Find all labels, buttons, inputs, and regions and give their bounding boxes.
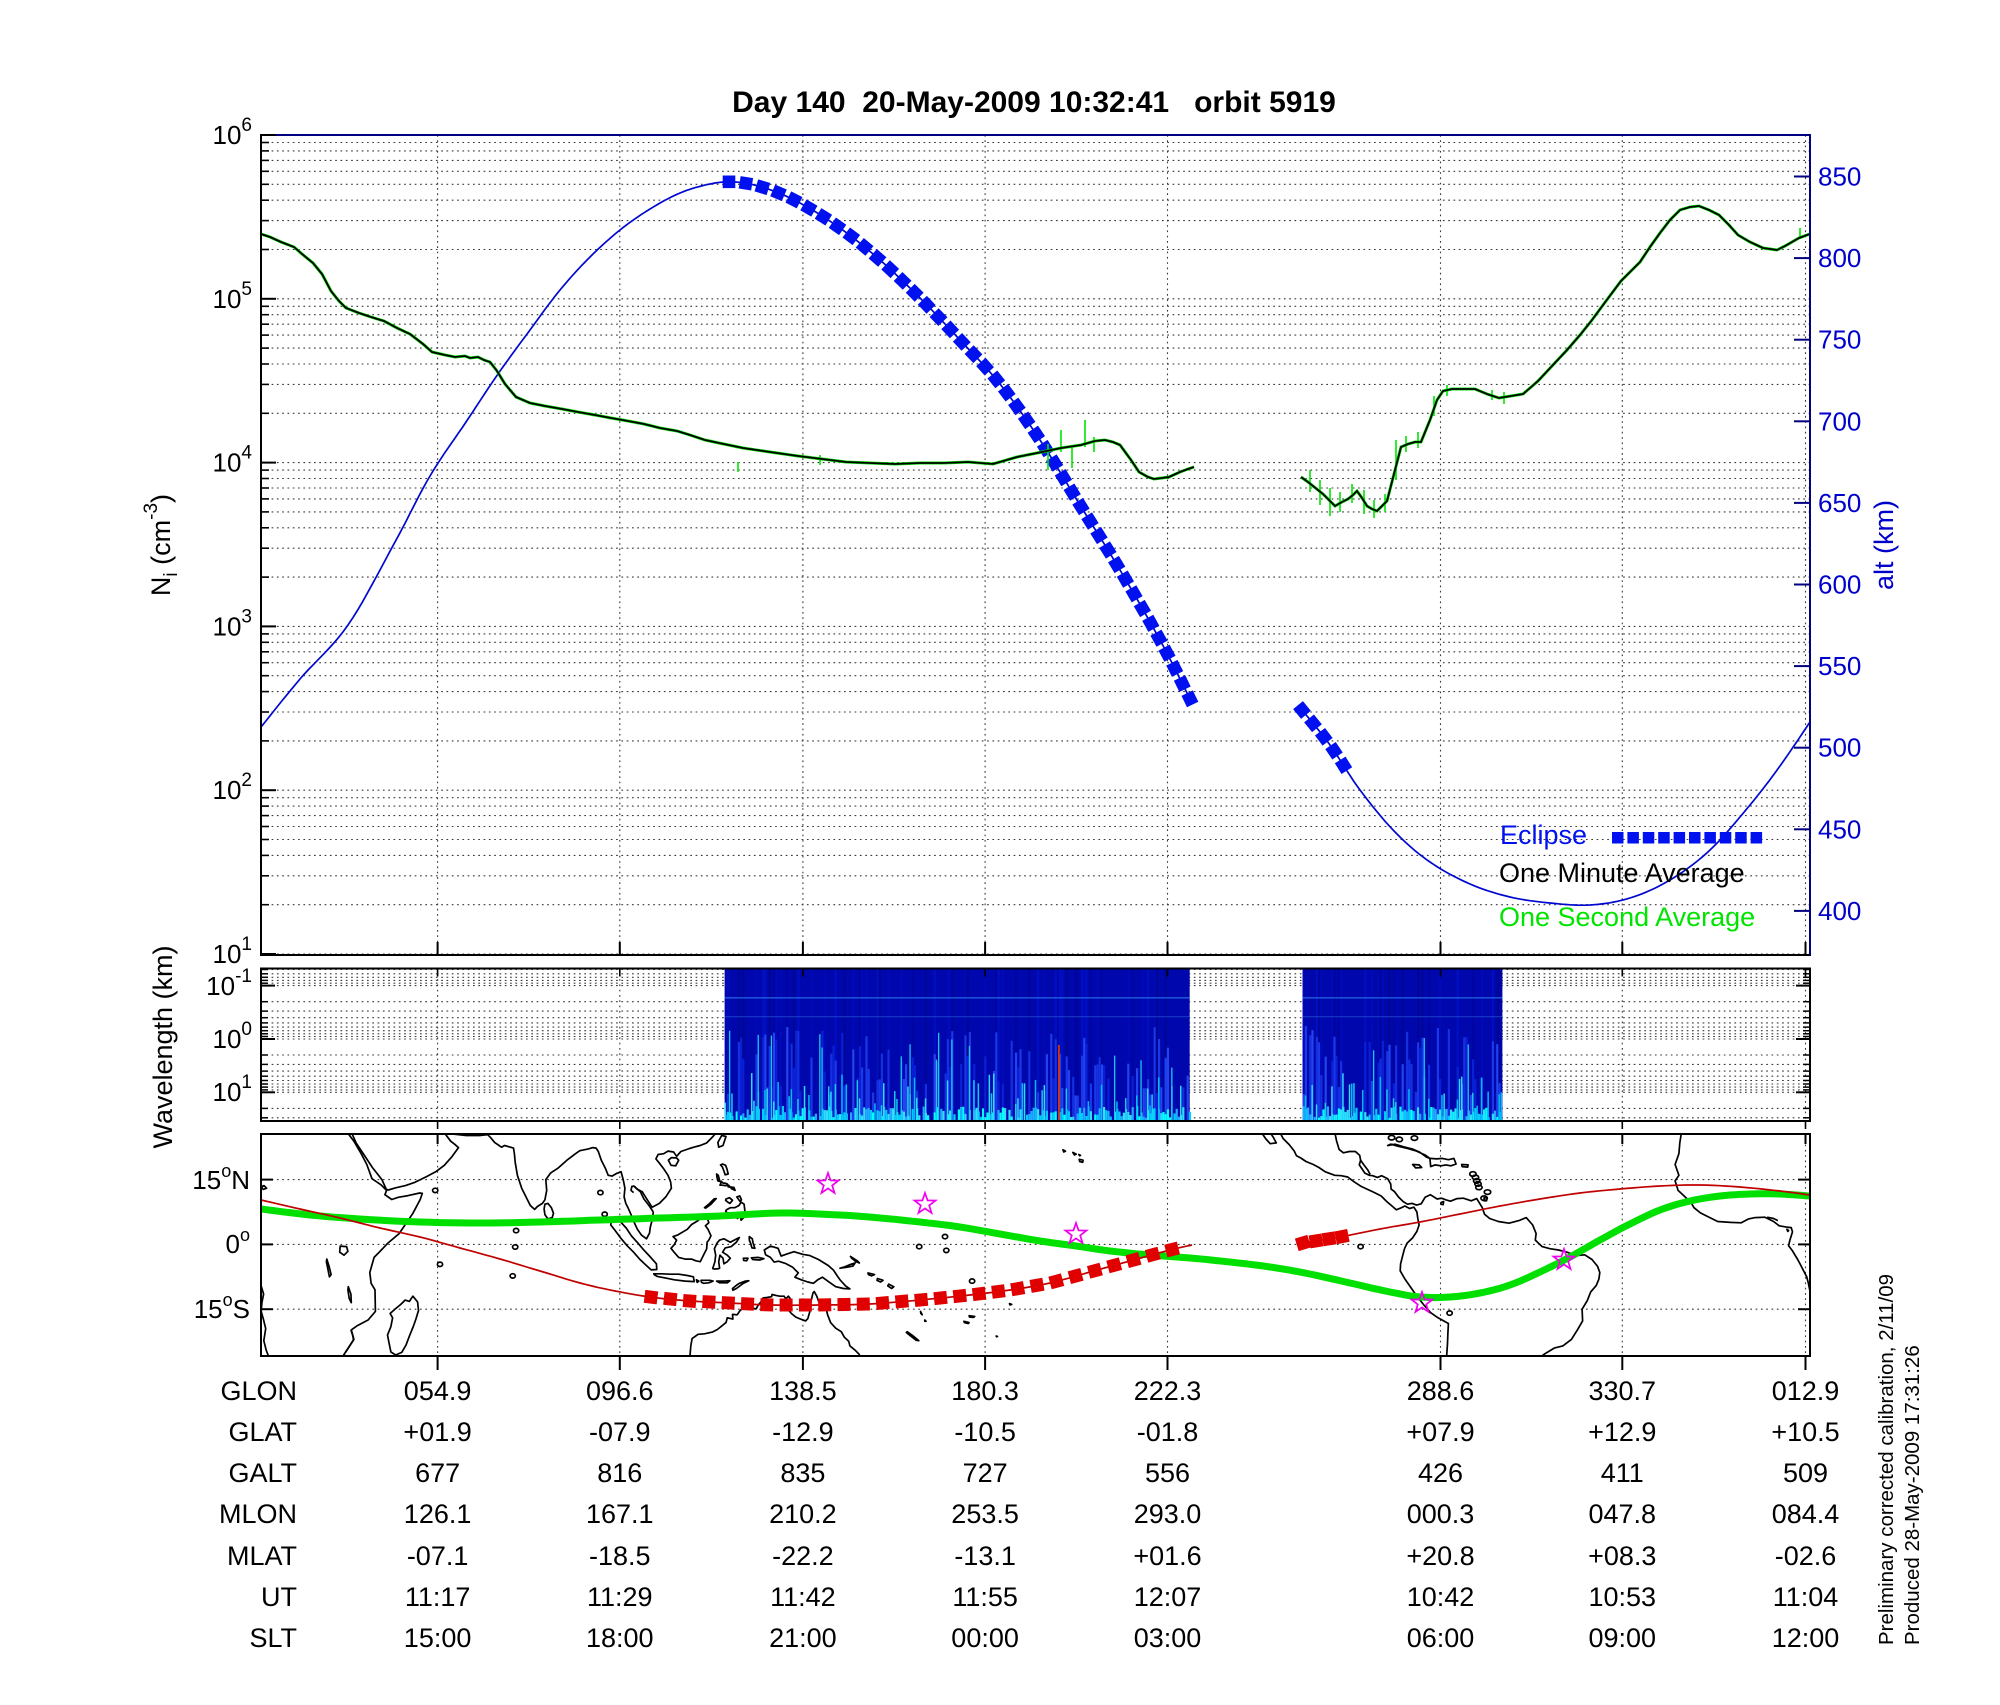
svg-text:GALT: GALT (228, 1458, 297, 1488)
svg-text:SLT: SLT (249, 1623, 297, 1653)
svg-text:084.4: 084.4 (1772, 1499, 1840, 1529)
svg-text:101: 101 (213, 1072, 253, 1107)
svg-text:UT: UT (261, 1582, 297, 1612)
svg-text:-07.1: -07.1 (407, 1541, 469, 1571)
svg-text:-10.5: -10.5 (954, 1417, 1016, 1447)
svg-text:alt (km): alt (km) (1869, 500, 1899, 590)
svg-text:138.5: 138.5 (769, 1376, 837, 1406)
svg-text:816: 816 (597, 1458, 642, 1488)
svg-text:11:29: 11:29 (587, 1582, 653, 1612)
svg-text:Eclipse: Eclipse (1500, 820, 1587, 850)
svg-text:-07.9: -07.9 (589, 1417, 651, 1447)
svg-text:253.5: 253.5 (951, 1499, 1019, 1529)
svg-text:-18.5: -18.5 (589, 1541, 651, 1571)
svg-text:10:53: 10:53 (1589, 1582, 1657, 1612)
svg-text:+07.9: +07.9 (1406, 1417, 1474, 1447)
svg-text:800: 800 (1818, 243, 1861, 273)
svg-text:GLAT: GLAT (228, 1417, 297, 1447)
svg-text:-22.2: -22.2 (772, 1541, 834, 1571)
svg-text:210.2: 210.2 (769, 1499, 837, 1529)
svg-text:15oN: 15oN (192, 1161, 250, 1195)
svg-text:15:00: 15:00 (404, 1623, 472, 1653)
svg-text:-01.8: -01.8 (1137, 1417, 1199, 1447)
svg-text:096.6: 096.6 (586, 1376, 654, 1406)
svg-text:293.0: 293.0 (1134, 1499, 1202, 1529)
svg-text:+01.6: +01.6 (1133, 1541, 1201, 1571)
svg-text:550: 550 (1818, 651, 1861, 681)
svg-text:18:00: 18:00 (586, 1623, 654, 1653)
svg-text:411: 411 (1601, 1458, 1644, 1488)
svg-text:-13.1: -13.1 (954, 1541, 1016, 1571)
svg-text:650: 650 (1818, 488, 1861, 518)
svg-text:15oS: 15oS (194, 1290, 250, 1324)
svg-text:750: 750 (1818, 325, 1861, 355)
svg-text:835: 835 (780, 1458, 825, 1488)
svg-text:11:55: 11:55 (952, 1582, 1018, 1612)
svg-text:126.1: 126.1 (404, 1499, 472, 1529)
svg-text:06:00: 06:00 (1407, 1623, 1475, 1653)
svg-text:MLAT: MLAT (227, 1541, 297, 1571)
svg-text:12:00: 12:00 (1772, 1623, 1840, 1653)
svg-text:180.3: 180.3 (951, 1376, 1019, 1406)
svg-text:850: 850 (1818, 162, 1861, 192)
svg-text:21:00: 21:00 (769, 1623, 837, 1653)
svg-text:054.9: 054.9 (404, 1376, 472, 1406)
svg-text:12:07: 12:07 (1134, 1582, 1202, 1612)
svg-text:012.9: 012.9 (1772, 1376, 1840, 1406)
svg-text:+08.3: +08.3 (1588, 1541, 1656, 1571)
svg-text:450: 450 (1818, 814, 1861, 844)
svg-text:00:00: 00:00 (951, 1623, 1019, 1653)
svg-text:11:17: 11:17 (405, 1582, 471, 1612)
svg-text:One Second Average: One Second Average (1499, 902, 1755, 932)
svg-text:677: 677 (415, 1458, 460, 1488)
svg-text:400: 400 (1818, 896, 1861, 926)
svg-text:047.8: 047.8 (1589, 1499, 1657, 1529)
svg-text:MLON: MLON (219, 1499, 297, 1529)
svg-text:600: 600 (1818, 570, 1861, 600)
svg-text:+20.8: +20.8 (1406, 1541, 1474, 1571)
svg-text:556: 556 (1145, 1458, 1190, 1488)
svg-text:-12.9: -12.9 (772, 1417, 834, 1447)
svg-text:+01.9: +01.9 (403, 1417, 471, 1447)
svg-text:+12.9: +12.9 (1588, 1417, 1656, 1447)
svg-text:03:00: 03:00 (1134, 1623, 1202, 1653)
svg-text:426: 426 (1418, 1458, 1463, 1488)
svg-text:-02.6: -02.6 (1775, 1541, 1837, 1571)
svg-text:Wavelength (km): Wavelength (km) (148, 945, 178, 1148)
svg-text:Produced 28-May-2009 17:31:26: Produced 28-May-2009 17:31:26 (1901, 1345, 1924, 1645)
svg-text:Preliminary corrected calibrat: Preliminary corrected calibration, 2/11/… (1875, 1274, 1898, 1645)
svg-text:11:04: 11:04 (1773, 1582, 1839, 1612)
svg-text:One Minute Average: One Minute Average (1499, 858, 1745, 888)
svg-text:288.6: 288.6 (1407, 1376, 1475, 1406)
svg-text:727: 727 (963, 1458, 1008, 1488)
svg-text:11:42: 11:42 (770, 1582, 836, 1612)
svg-text:330.7: 330.7 (1589, 1376, 1657, 1406)
svg-text:700: 700 (1818, 406, 1861, 436)
svg-text:500: 500 (1818, 733, 1861, 763)
svg-text:509: 509 (1783, 1458, 1828, 1488)
svg-text:Day 140 20-May-2009 10:32:41: Day 140 20-May-2009 10:32:41 orbit 5919 (732, 86, 1336, 119)
svg-text:GLON: GLON (220, 1376, 297, 1406)
svg-text:10:42: 10:42 (1407, 1582, 1475, 1612)
svg-text:167.1: 167.1 (586, 1499, 654, 1529)
svg-text:222.3: 222.3 (1134, 1376, 1202, 1406)
svg-text:09:00: 09:00 (1589, 1623, 1657, 1653)
svg-text:+10.5: +10.5 (1771, 1417, 1839, 1447)
svg-text:000.3: 000.3 (1407, 1499, 1475, 1529)
